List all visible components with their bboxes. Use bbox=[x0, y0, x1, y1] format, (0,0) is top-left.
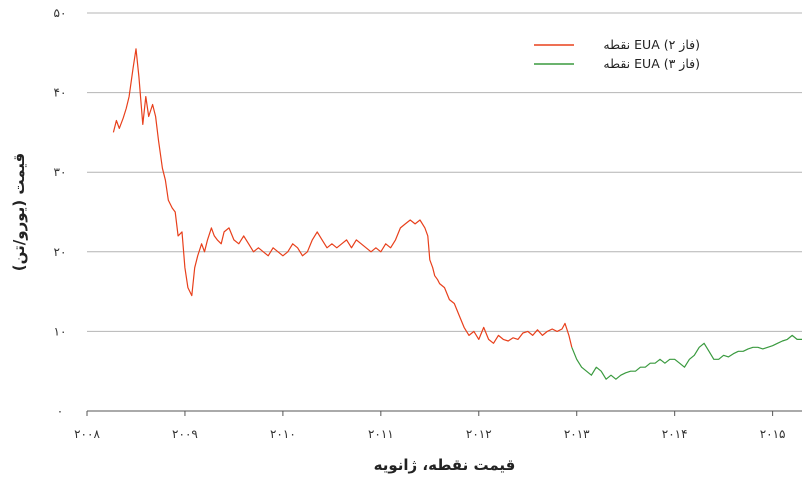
legend-item-phase-3: نقطه EUA (فاز ۳) bbox=[534, 56, 700, 72]
x-tick-label: ۲۰۱۱ bbox=[368, 427, 394, 441]
x-axis-ticks: ۲۰۰۸ ۲۰۰۹ ۲۰۱۰ ۲۰۱۱ ۲۰۱۲ ۲۰۱۳ ۲۰۱۴ ۲۰۱۵ bbox=[74, 411, 786, 441]
x-axis-title: قیمت نقطه، ژانویه bbox=[374, 456, 516, 474]
y-tick-label: ۰ bbox=[57, 404, 63, 418]
y-tick-label: ۱۰ bbox=[54, 324, 67, 338]
x-tick-label: ۲۰۱۵ bbox=[760, 427, 786, 441]
y-tick-label: ۲۰ bbox=[54, 245, 67, 259]
x-tick-label: ۲۰۰۸ bbox=[74, 427, 100, 441]
y-tick-label: ۳۰ bbox=[54, 165, 67, 179]
legend: نقطه EUA (فاز ۲) نقطه EUA (فاز ۳) bbox=[534, 37, 700, 72]
x-tick-label: ۲۰۱۲ bbox=[466, 427, 492, 441]
legend-label-phase-3: نقطه EUA (فاز ۳) bbox=[603, 56, 700, 72]
y-axis-title: قیمت (یورو/تن) bbox=[10, 153, 28, 271]
x-tick-label: ۲۰۱۴ bbox=[662, 427, 688, 441]
x-tick-label: ۲۰۱۰ bbox=[270, 427, 296, 441]
y-axis-ticks: ۰ ۱۰ ۲۰ ۳۰ ۴۰ ۵۰ bbox=[54, 6, 67, 418]
x-tick-label: ۲۰۰۹ bbox=[172, 427, 198, 441]
y-tick-label: ۵۰ bbox=[54, 6, 67, 20]
y-tick-label: ۴۰ bbox=[54, 86, 67, 100]
series-line-phase-2 bbox=[112, 48, 573, 348]
series-line-phase-3 bbox=[571, 334, 802, 380]
series-lines bbox=[112, 48, 802, 380]
legend-label-phase-2: نقطه EUA (فاز ۲) bbox=[603, 37, 700, 53]
gridlines bbox=[87, 12, 802, 332]
x-tick-label: ۲۰۱۳ bbox=[564, 427, 590, 441]
legend-item-phase-2: نقطه EUA (فاز ۲) bbox=[534, 37, 700, 53]
